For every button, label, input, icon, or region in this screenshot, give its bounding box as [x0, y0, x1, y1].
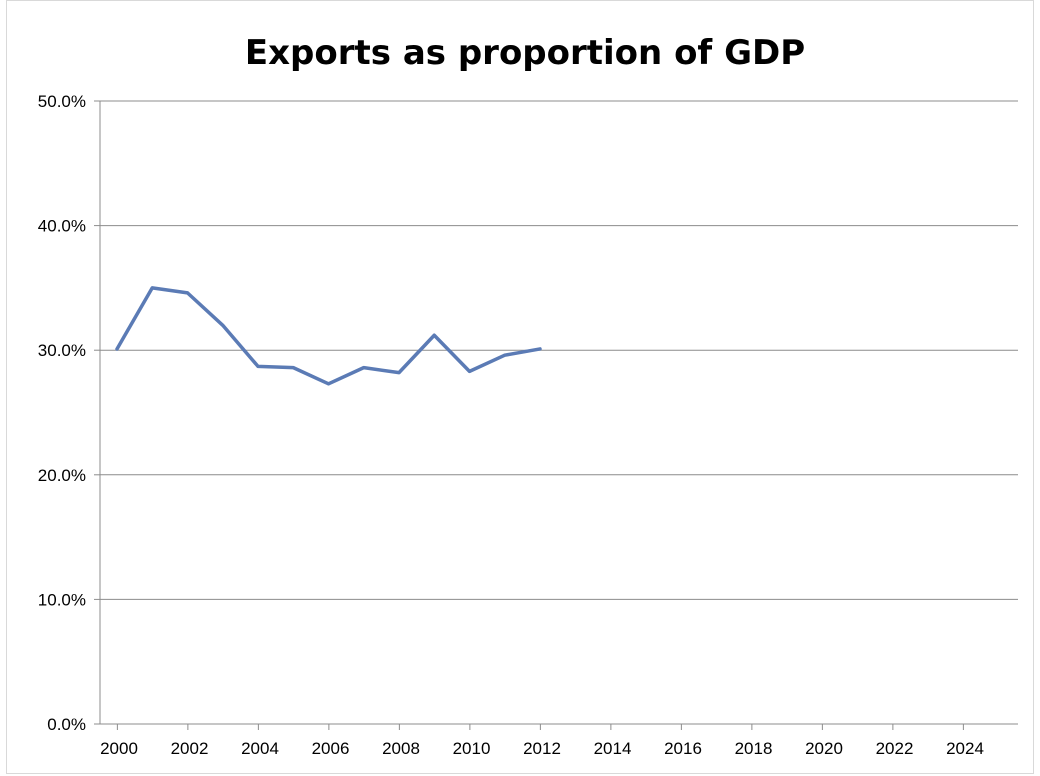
x-tick-label: 2002 [171, 739, 209, 758]
series-line [115, 286, 542, 386]
gridlines [100, 100, 1018, 600]
y-tick-label: 10.0% [38, 590, 86, 609]
y-tick-label: 20.0% [38, 466, 86, 485]
data-point [538, 347, 542, 351]
x-tick-label: 2010 [453, 739, 491, 758]
y-tick-label: 0.0% [47, 715, 86, 734]
y-axis-ticks: 0.0% 10.0% 20.0% 30.0% 40.0% 50.0% [38, 92, 100, 734]
data-point [397, 371, 401, 375]
data-point [221, 323, 225, 327]
data-point [503, 353, 507, 357]
y-tick-label: 30.0% [38, 341, 86, 360]
data-point [150, 286, 154, 290]
data-point [362, 366, 366, 370]
series-group [115, 286, 542, 386]
chart-frame [6, 0, 1034, 774]
data-point [115, 347, 119, 351]
x-axis-ticks: 2000 2002 2004 2006 2008 2010 2012 2014 2016 2018… [100, 724, 984, 758]
axes [99, 101, 1018, 725]
x-tick-label: 2000 [100, 739, 138, 758]
x-tick-label: 2004 [241, 739, 279, 758]
data-point [432, 333, 436, 337]
data-point [256, 364, 260, 368]
chart-title: Exports as proportion of GDP [245, 33, 805, 73]
x-tick-label: 2006 [312, 739, 350, 758]
x-tick-label: 2020 [805, 739, 843, 758]
x-tick-label: 2016 [664, 739, 702, 758]
x-tick-label: 2014 [594, 739, 632, 758]
y-tick-label: 50.0% [38, 92, 86, 111]
y-tick-label: 40.0% [38, 217, 86, 236]
data-point [291, 366, 295, 370]
x-tick-label: 2022 [876, 739, 914, 758]
data-point [186, 291, 189, 295]
x-tick-label: 2012 [523, 739, 561, 758]
data-point [468, 369, 471, 373]
x-tick-label: 2024 [946, 739, 984, 758]
x-tick-label: 2018 [735, 739, 773, 758]
x-tick-label: 2008 [382, 739, 420, 758]
data-point [327, 382, 330, 386]
